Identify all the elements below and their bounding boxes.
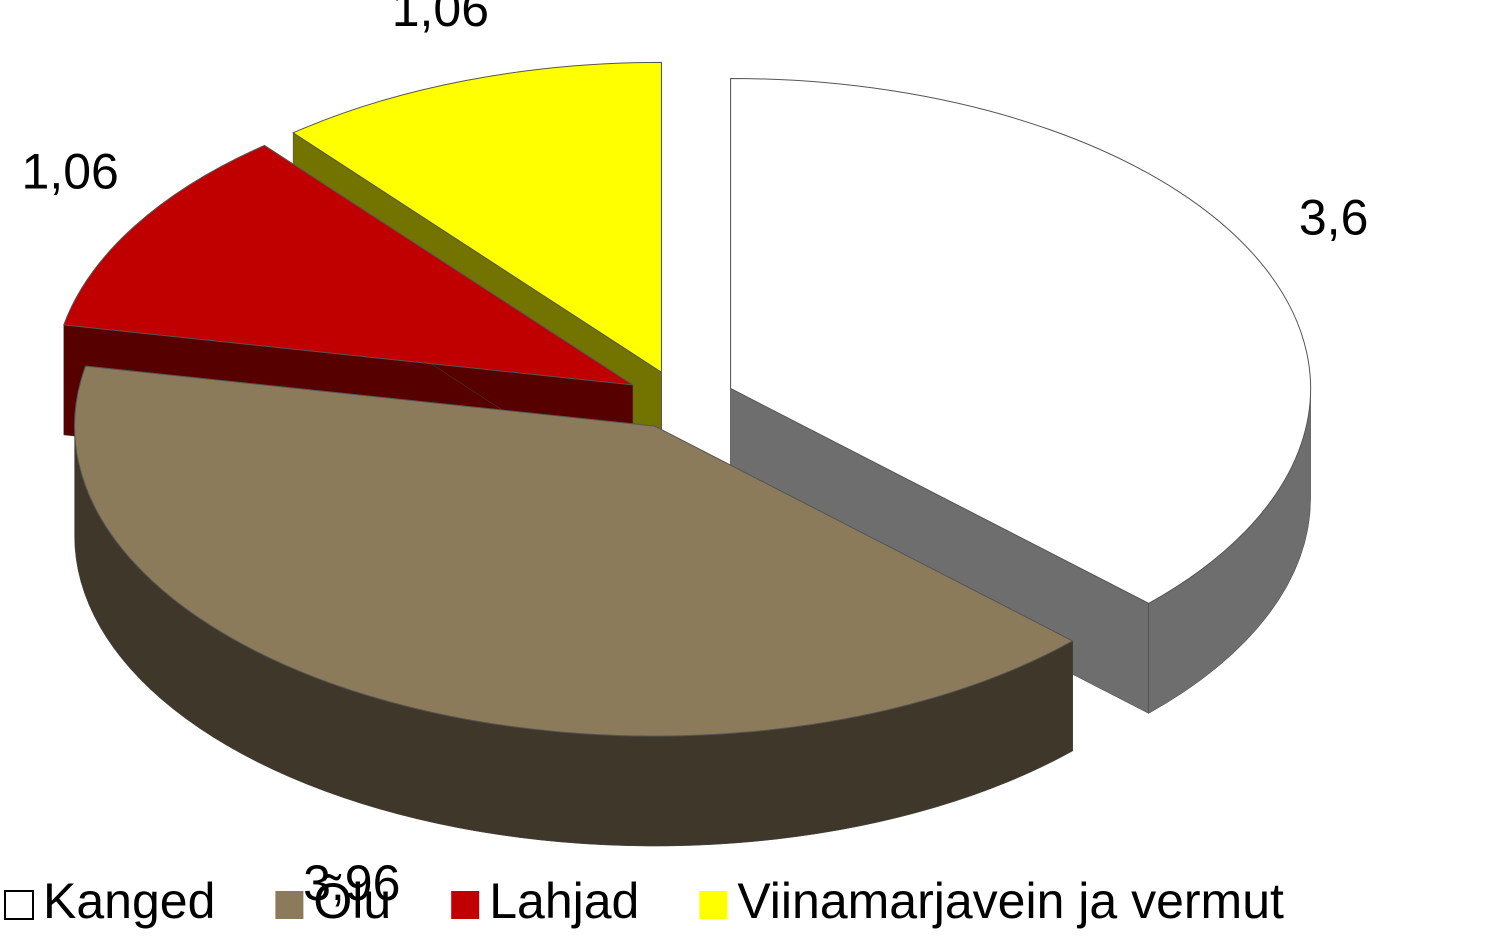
- data-label: 3,96: [303, 855, 400, 911]
- legend-swatch: [275, 891, 304, 919]
- slice: [730, 77, 1312, 604]
- legend-swatch: [451, 891, 480, 919]
- data-label: 3,6: [1299, 189, 1369, 245]
- data-label: 1,06: [392, 0, 489, 37]
- data-label: 1,06: [22, 143, 119, 199]
- legend-label: Õlu: [313, 873, 391, 929]
- legend-label: Viinamarjavein ja vermut: [737, 873, 1284, 929]
- legend-label: Lahjad: [489, 873, 639, 929]
- slice: [74, 365, 1074, 737]
- slice: [292, 61, 662, 374]
- legend-swatch: [699, 891, 728, 919]
- legend-label: Kanged: [43, 873, 215, 929]
- slice: [63, 144, 634, 386]
- legend-swatch: [4, 890, 34, 920]
